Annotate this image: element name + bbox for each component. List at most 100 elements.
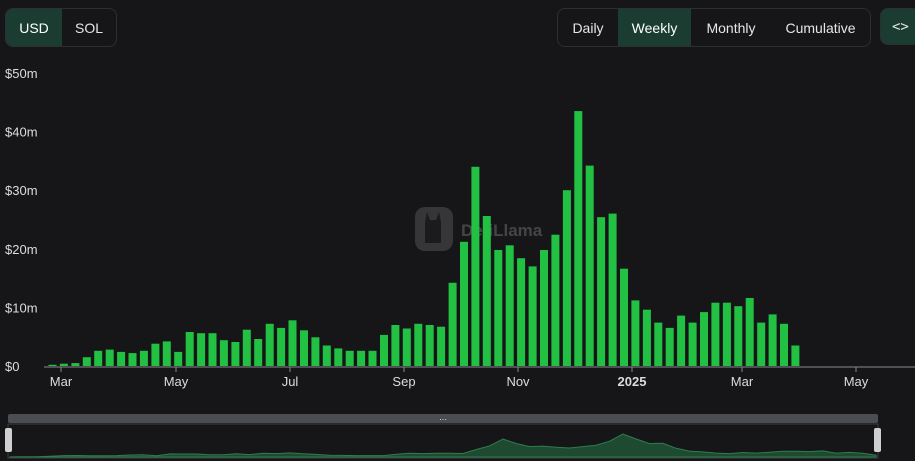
bar[interactable] <box>345 350 354 366</box>
bar[interactable] <box>620 268 628 366</box>
bar[interactable] <box>128 353 137 366</box>
y-tick-label: $10m <box>5 300 38 315</box>
bar[interactable] <box>334 348 343 366</box>
bar[interactable] <box>460 241 468 366</box>
bar[interactable] <box>494 250 503 366</box>
bar[interactable] <box>745 298 754 366</box>
brush-handle-left[interactable] <box>5 428 12 452</box>
y-tick-label: $50m <box>5 66 38 81</box>
x-tick-label: May <box>164 374 189 389</box>
bar[interactable] <box>642 309 651 366</box>
y-tick-label: $20m <box>5 242 38 257</box>
range-brush[interactable]: ⋯ <box>5 414 881 459</box>
x-tick-label: Jul <box>282 374 299 389</box>
bar[interactable] <box>517 258 526 366</box>
bar[interactable] <box>448 282 457 366</box>
watermark-text: DefiLlama <box>461 221 543 240</box>
embed-code-button[interactable]: <> <box>880 8 915 45</box>
period-daily-button[interactable]: Daily <box>572 19 604 36</box>
bar[interactable] <box>597 217 606 366</box>
bar[interactable] <box>391 325 400 366</box>
bar[interactable] <box>59 363 68 366</box>
bar[interactable] <box>151 343 160 366</box>
bar[interactable] <box>437 326 446 366</box>
x-tick-label: 2025 <box>618 374 647 389</box>
bar[interactable] <box>71 363 80 366</box>
bar[interactable] <box>677 315 686 366</box>
bar[interactable] <box>631 300 640 366</box>
bar[interactable] <box>265 323 274 366</box>
bar[interactable] <box>654 322 663 366</box>
period-weekly-button[interactable]: Weekly <box>618 9 691 46</box>
bar[interactable] <box>768 314 777 366</box>
bar[interactable] <box>734 306 743 366</box>
bar[interactable] <box>471 166 480 366</box>
bar[interactable] <box>482 216 491 366</box>
bar[interactable] <box>48 364 57 366</box>
x-tick-label: Nov <box>506 374 530 389</box>
y-tick-label: $40m <box>5 125 38 140</box>
bar[interactable] <box>197 333 206 366</box>
currency-usd-button[interactable]: USD <box>6 9 62 46</box>
bar[interactable] <box>219 340 228 366</box>
brush-handle-right[interactable] <box>874 428 881 452</box>
bar[interactable] <box>380 334 388 366</box>
bar[interactable] <box>780 323 788 366</box>
bar[interactable] <box>105 349 114 366</box>
bar[interactable] <box>242 329 251 366</box>
bar[interactable] <box>311 337 320 366</box>
bar[interactable] <box>288 320 297 366</box>
bar[interactable] <box>414 323 423 366</box>
bar[interactable] <box>322 345 331 367</box>
period-cumulative-button[interactable]: Cumulative <box>785 19 856 36</box>
y-axis: $0 $10m $20m $30m $40m $50m <box>5 66 38 374</box>
bar[interactable] <box>665 327 674 366</box>
bar[interactable] <box>139 350 148 366</box>
bar[interactable] <box>711 302 720 366</box>
bar[interactable] <box>551 234 560 366</box>
period-toggle-group: Daily Weekly Monthly Cumulative <box>557 8 871 47</box>
currency-sol-button[interactable]: SOL <box>74 19 103 36</box>
x-axis: Mar May Jul Sep Nov 2025 Mar May <box>44 366 915 389</box>
x-tick-label: Mar <box>50 374 73 389</box>
bar[interactable] <box>791 345 800 367</box>
bar[interactable] <box>608 213 617 366</box>
bar[interactable] <box>562 190 571 366</box>
defillama-watermark: DefiLlama <box>415 207 543 251</box>
brush-scrollbar[interactable] <box>8 414 878 423</box>
bar[interactable] <box>162 341 171 366</box>
x-tick-label: May <box>844 374 869 389</box>
bar[interactable] <box>368 350 377 366</box>
bar[interactable] <box>757 322 766 366</box>
llama-logo-icon <box>415 207 453 251</box>
bar[interactable] <box>231 342 240 366</box>
bar[interactable] <box>208 333 217 366</box>
x-tick-label: Sep <box>392 374 415 389</box>
y-tick-label: $30m <box>5 183 38 198</box>
bar-series <box>48 111 800 367</box>
period-monthly-button[interactable]: Monthly <box>706 19 756 36</box>
bar[interactable] <box>574 111 583 366</box>
code-icon: <> <box>892 18 909 35</box>
bar[interactable] <box>357 350 366 366</box>
bar[interactable] <box>688 322 697 366</box>
bar[interactable] <box>254 339 263 366</box>
bar[interactable] <box>185 332 194 366</box>
bar[interactable] <box>585 165 594 366</box>
bar[interactable] <box>402 328 411 367</box>
bar[interactable] <box>277 327 286 366</box>
bar[interactable] <box>505 245 514 366</box>
bar[interactable] <box>425 325 434 366</box>
bar[interactable] <box>174 351 183 366</box>
bar[interactable] <box>117 351 126 366</box>
bar[interactable] <box>722 302 731 366</box>
bar[interactable] <box>300 330 308 366</box>
bar[interactable] <box>700 312 708 366</box>
y-tick-label: $0 <box>5 359 19 374</box>
bar[interactable] <box>82 357 91 366</box>
currency-toggle-group: USD SOL <box>5 8 117 47</box>
bar[interactable] <box>94 350 103 366</box>
x-tick-label: Mar <box>731 374 754 389</box>
bar[interactable] <box>540 250 548 366</box>
bar[interactable] <box>528 266 537 366</box>
